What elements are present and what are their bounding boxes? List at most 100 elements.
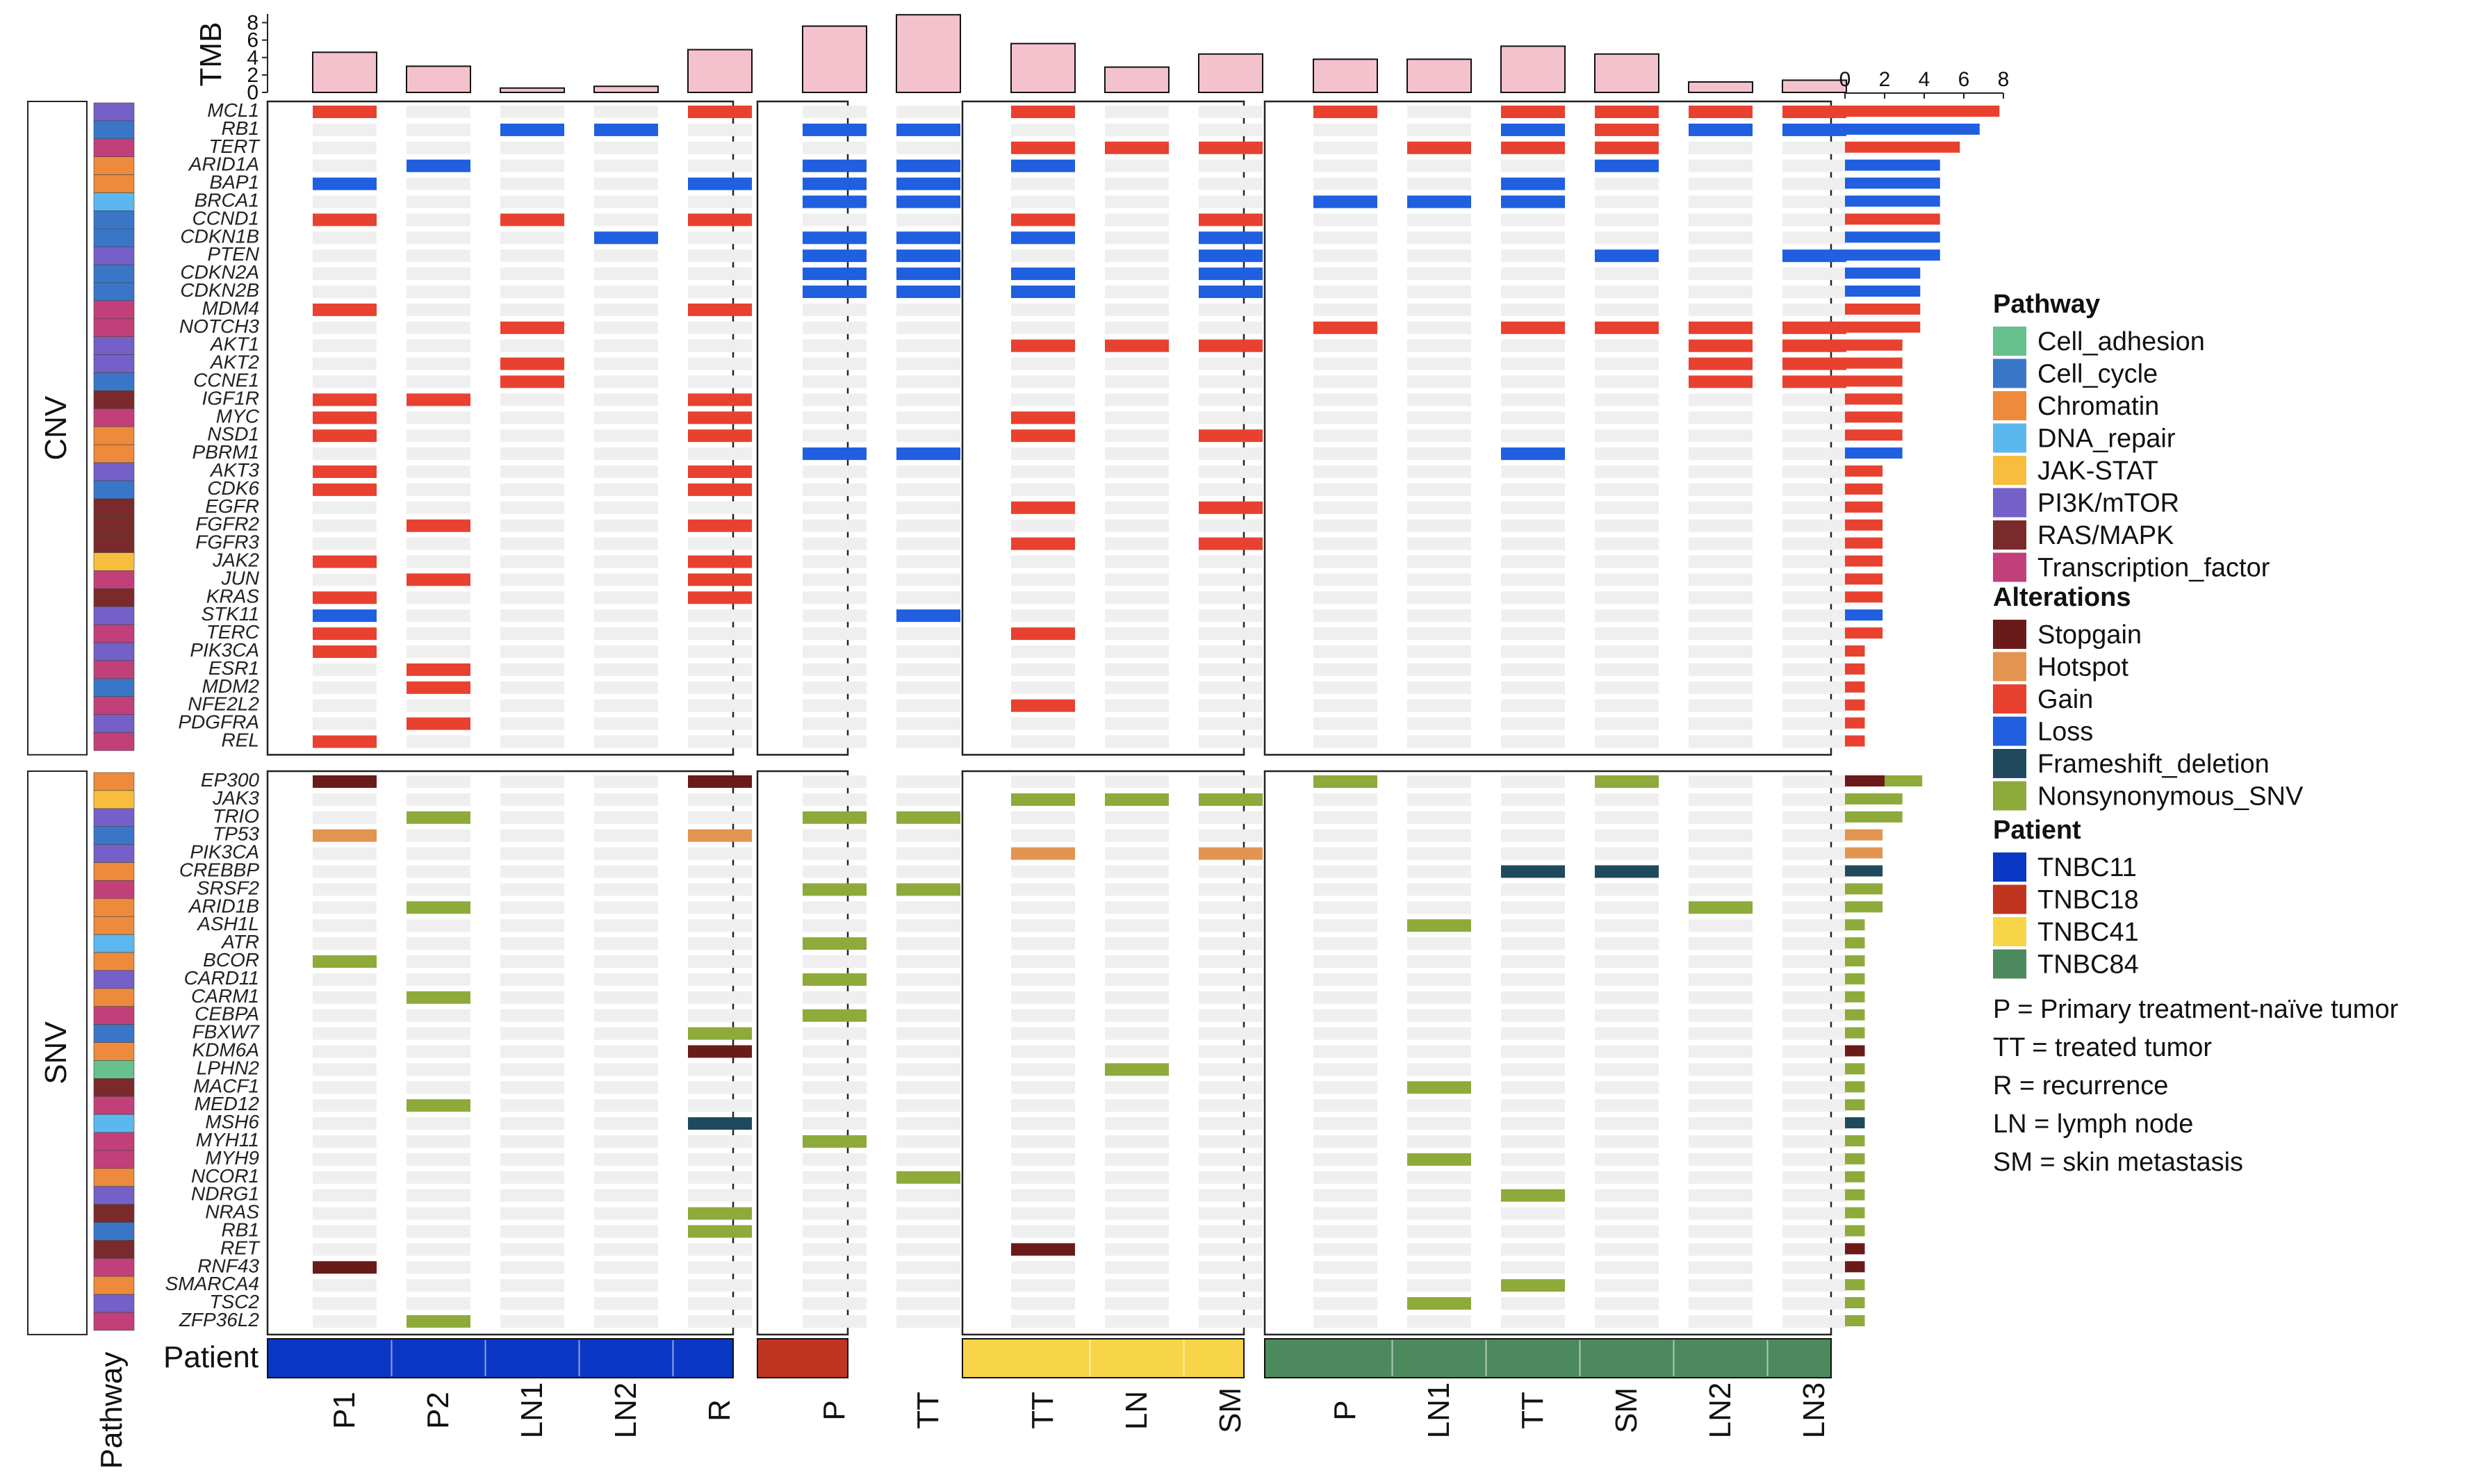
empty-cell [407, 609, 470, 623]
empty-cell [1105, 609, 1169, 623]
freq-bar [1845, 735, 1865, 747]
legend-alteration-label: Stopgain [2037, 620, 2142, 650]
alteration-cell [407, 811, 470, 824]
empty-cell [1407, 393, 1471, 406]
empty-cell [1782, 937, 1846, 950]
freq-bar [1845, 717, 1865, 729]
empty-cell [1689, 591, 1753, 604]
empty-cell [803, 519, 867, 532]
empty-cell [1501, 973, 1565, 986]
gene-label: CARM1 [191, 985, 259, 1007]
tmb-bar-ln3 [1782, 79, 1847, 94]
empty-cell [1105, 159, 1169, 172]
empty-cell [1199, 1153, 1263, 1166]
empty-cell [803, 1117, 867, 1130]
empty-cell [1011, 1225, 1075, 1238]
empty-cell [1782, 1153, 1846, 1166]
empty-cell [1105, 645, 1169, 658]
empty-cell [896, 627, 960, 641]
empty-cell [500, 991, 564, 1004]
empty-cell [1407, 1171, 1471, 1184]
pathway-swatch [93, 300, 135, 320]
empty-cell [688, 1135, 752, 1148]
pathway-swatch [93, 480, 135, 500]
empty-cell [1689, 1189, 1753, 1202]
empty-cell [896, 829, 960, 842]
sample-label: LN [1119, 1391, 1154, 1430]
empty-cell [1595, 447, 1659, 461]
sample-label: SM [1213, 1387, 1247, 1433]
gene-label: LPHN2 [197, 1057, 260, 1078]
empty-cell [407, 937, 470, 950]
empty-cell [1782, 901, 1846, 914]
gene-label: ARID1A [188, 154, 259, 175]
empty-cell [1501, 1153, 1565, 1166]
alteration-cell [688, 411, 752, 424]
freq-bar [1845, 195, 1940, 207]
empty-cell [1199, 609, 1263, 623]
empty-cell [594, 1135, 658, 1148]
empty-cell [1689, 429, 1753, 443]
pathway-swatch [93, 1042, 135, 1061]
pathway-swatch [93, 642, 135, 661]
freq-bar [1845, 321, 1921, 333]
empty-cell [1407, 339, 1471, 352]
empty-cell [1313, 537, 1377, 550]
empty-cell [407, 735, 470, 748]
empty-cell [1011, 1045, 1075, 1058]
gene-label: CDK6 [207, 477, 259, 499]
empty-cell [896, 375, 960, 388]
freq-bar [1845, 1261, 1865, 1273]
empty-cell [1313, 1171, 1377, 1184]
alteration-cell [803, 447, 867, 461]
alteration-cell [1501, 865, 1565, 878]
empty-cell [1199, 1189, 1263, 1202]
legend-pathway-swatch [1993, 391, 2026, 420]
empty-cell [313, 501, 377, 514]
alteration-cell [1199, 231, 1263, 245]
alteration-cell [1595, 141, 1659, 154]
empty-cell [803, 735, 867, 748]
empty-cell [688, 627, 752, 641]
pathway-swatch [93, 156, 135, 175]
gene-label: MED12 [195, 1093, 260, 1114]
empty-cell [1689, 663, 1753, 676]
empty-cell [1199, 645, 1263, 658]
empty-cell [1011, 1081, 1075, 1094]
empty-cell [688, 195, 752, 208]
empty-cell [1105, 1099, 1169, 1112]
empty-cell [594, 286, 658, 298]
freq-bar [1845, 645, 1865, 657]
pathway-swatch [93, 1240, 135, 1259]
empty-cell [500, 286, 564, 298]
empty-cell [1689, 681, 1753, 694]
empty-cell [313, 357, 377, 370]
legend-alteration-label: Hotspot [2037, 653, 2128, 682]
empty-cell [1407, 955, 1471, 968]
empty-cell [1313, 123, 1377, 136]
gene-label: BCOR [203, 949, 259, 971]
alteration-cell [688, 429, 752, 443]
freq-bar [1845, 1081, 1865, 1093]
empty-cell [1595, 429, 1659, 443]
gene-label: TP53 [213, 823, 259, 845]
empty-cell [803, 955, 867, 968]
empty-cell [500, 339, 564, 352]
pathway-swatch [93, 1096, 135, 1115]
gene-label: NCOR1 [191, 1165, 259, 1187]
empty-cell [1407, 1099, 1471, 1112]
empty-cell [1199, 159, 1263, 172]
empty-cell [1595, 303, 1659, 316]
empty-cell [688, 865, 752, 878]
empty-cell [313, 375, 377, 388]
empty-cell [1501, 393, 1565, 406]
pathway-swatch [93, 102, 135, 122]
empty-cell [1501, 1045, 1565, 1058]
empty-cell [688, 357, 752, 370]
empty-cell [803, 717, 867, 730]
empty-cell [1199, 883, 1263, 896]
empty-cell [594, 1099, 658, 1112]
pathway-swatch [93, 844, 135, 863]
empty-cell [688, 973, 752, 986]
empty-cell [594, 609, 658, 623]
